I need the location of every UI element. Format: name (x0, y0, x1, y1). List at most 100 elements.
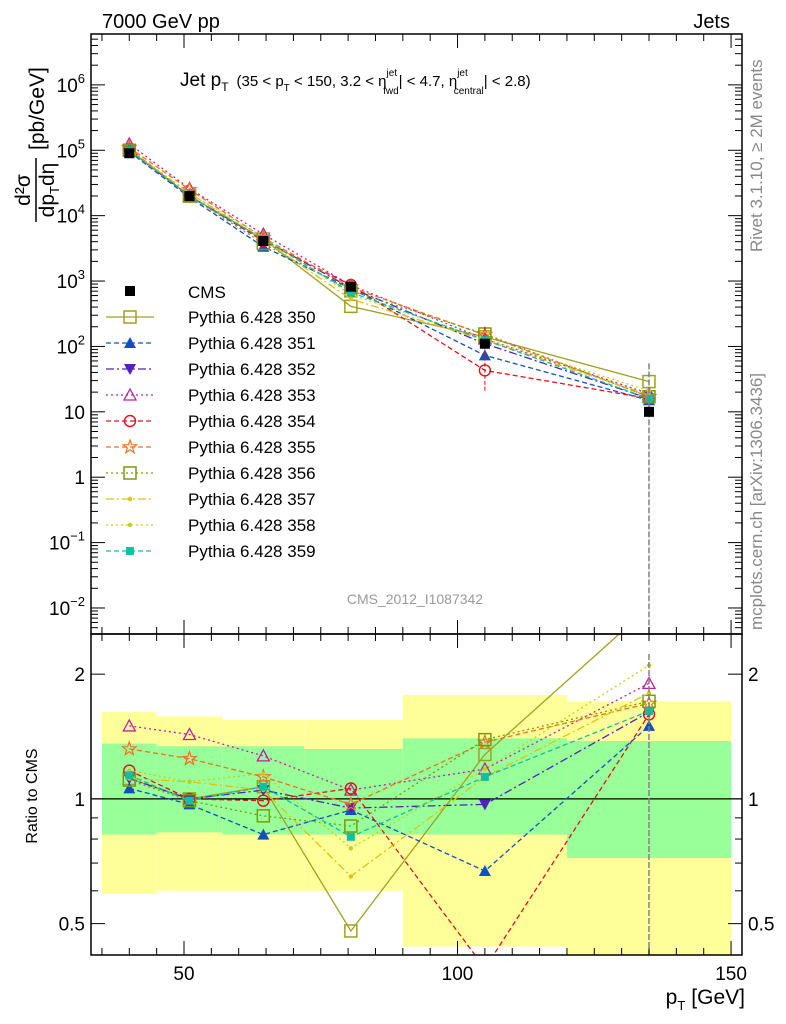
cms-point-4 (479, 338, 490, 349)
ratio-point-5-1 (181, 749, 198, 766)
ratio-point-6-3 (344, 819, 358, 833)
legend-marker-3 (122, 387, 138, 401)
ratio-point-1-0 (123, 782, 136, 794)
ratio-line-1 (129, 725, 650, 872)
ratio-point-9-4 (480, 772, 489, 781)
cms-point-5 (644, 406, 654, 417)
legend-label-0: Pythia 6.428 350 (188, 308, 316, 327)
green-band-1 (156, 746, 223, 833)
main-ytick-label-3: 10 (64, 403, 85, 424)
legend-label-8: Pythia 6.428 358 (188, 516, 316, 535)
ratio-point-4-2 (257, 794, 270, 807)
ratio-line-8 (129, 664, 650, 850)
analysis-watermark: CMS_2012_I1087342 (347, 591, 483, 607)
ratio-point-1-4 (478, 864, 491, 876)
series-line-3 (128, 143, 650, 395)
legend-marker-9 (126, 547, 134, 555)
header-right: Jets (693, 11, 730, 33)
ratio-point-2-4 (478, 799, 491, 811)
ratio-point-1-5 (643, 719, 655, 731)
legend-marker-8 (127, 522, 133, 528)
main-ytick-label-2: 1 (74, 468, 85, 489)
series-line-9 (128, 149, 650, 400)
x-tick-label-0: 50 (173, 964, 194, 985)
series-point-9-3 (346, 288, 355, 297)
legend-label-5: Pythia 6.428 355 (188, 438, 316, 457)
main-ytick-label-4: 102 (57, 332, 85, 358)
ratio-point-3-3 (343, 782, 358, 796)
plot-title: Jet pT (35 < pT < 150, 3.2 < ηjet fwd| < 4… (180, 68, 531, 97)
x-tick-label-2: 150 (715, 964, 747, 985)
legend-marker-5 (121, 438, 139, 455)
cms-point-2 (258, 235, 269, 246)
ratio-point-3-2 (256, 748, 271, 762)
main-ytick-label-6: 104 (57, 202, 85, 228)
x-axis-label: pT [GeV] (666, 986, 745, 1013)
ratio-y-label: Ratio to CMS (24, 748, 41, 843)
ratio-point-8-2 (261, 771, 266, 776)
header-left: 7000 GeV pp (102, 11, 220, 33)
legend-marker-1 (124, 337, 136, 348)
series-line-7 (128, 149, 650, 396)
legend-label-9: Pythia 6.428 359 (188, 542, 316, 561)
ratio-line-9 (129, 710, 650, 838)
main-ytick-label-1: 10−1 (49, 529, 85, 555)
ratio-line-3 (129, 682, 650, 791)
ratio-point-8-4 (482, 766, 488, 772)
data-points (124, 148, 654, 417)
ratio-point-6-2 (256, 809, 271, 823)
cms-point-0 (124, 148, 135, 159)
cms-point-1 (184, 190, 195, 201)
ratio-point-0-3 (344, 924, 358, 938)
legend-marker-7 (127, 496, 133, 502)
ratio-point-4-3 (344, 782, 358, 795)
ratio-ytick-label-r-1: 1 (748, 790, 759, 811)
ratio-ytick-label-r-2: 2 (748, 665, 759, 686)
legend-label-6: Pythia 6.428 356 (188, 464, 316, 483)
ratio-point-9-2 (259, 782, 268, 791)
ratio-bands (91, 695, 742, 955)
ratio-line-5 (129, 702, 650, 806)
ratio-point-9-0 (125, 771, 134, 780)
legend-label-2: Pythia 6.428 352 (188, 360, 316, 379)
ratio-frame (90, 633, 743, 956)
ratio-point-7-5 (646, 690, 652, 696)
x-tick-label-1: 100 (442, 964, 474, 985)
main-ytick-label-7: 105 (57, 136, 85, 162)
series-point-6-1 (182, 189, 197, 203)
ratio-point-8-1 (187, 779, 192, 784)
svg-text:[pb/GeV]: [pb/GeV] (26, 67, 49, 150)
ratio-line-4 (129, 713, 650, 955)
svg-text:d²σ: d²σ (12, 174, 35, 206)
axes: 10−2 10−1 1 10 102 103 104 105 106 50 100 150 0.5 0.5… (49, 33, 774, 985)
ratio-ytick-label-0: 0.5 (59, 915, 85, 936)
ratio-point-3-1 (182, 727, 197, 741)
series-line-5 (128, 147, 650, 398)
legend-marker-4 (123, 414, 137, 428)
ratio-line-7 (129, 692, 650, 878)
ratio-ytick-label-1: 1 (74, 790, 85, 811)
svg-text:dpTdη: dpTdη (36, 163, 62, 218)
mcplots-label: mcplots.cern.ch [arXiv:1306.3436] (747, 373, 766, 630)
legend-label-cms: CMS (188, 283, 226, 302)
legend-marker-6 (123, 466, 137, 480)
ratio-point-6-4 (478, 732, 492, 747)
legend-marker-cms (125, 286, 135, 296)
ratio-ytick-label-r-0: 0.5 (748, 915, 774, 936)
legend-label-4: Pythia 6.428 354 (188, 412, 316, 431)
legend: CMS Pythia 6.428 350 Pythia 6.428 351 Pythi… (106, 283, 316, 561)
ratio-point-9-3 (346, 832, 355, 841)
legend-label-1: Pythia 6.428 351 (188, 334, 316, 353)
ratio-point-5-0 (120, 740, 138, 757)
ratio-ytick-label-2: 2 (74, 665, 85, 686)
ratio-point-0-4 (478, 747, 492, 762)
ratio-point-3-0 (122, 718, 137, 732)
main-y-label: d²σ dpTdη [pb/GeV] (12, 67, 62, 222)
ratio-line-2 (129, 711, 650, 809)
series-line-2 (128, 149, 650, 400)
ratio-point-9-1 (185, 796, 194, 805)
cms-point-3 (345, 281, 356, 292)
ratio-series (120, 634, 658, 955)
series-line-0 (128, 149, 650, 383)
